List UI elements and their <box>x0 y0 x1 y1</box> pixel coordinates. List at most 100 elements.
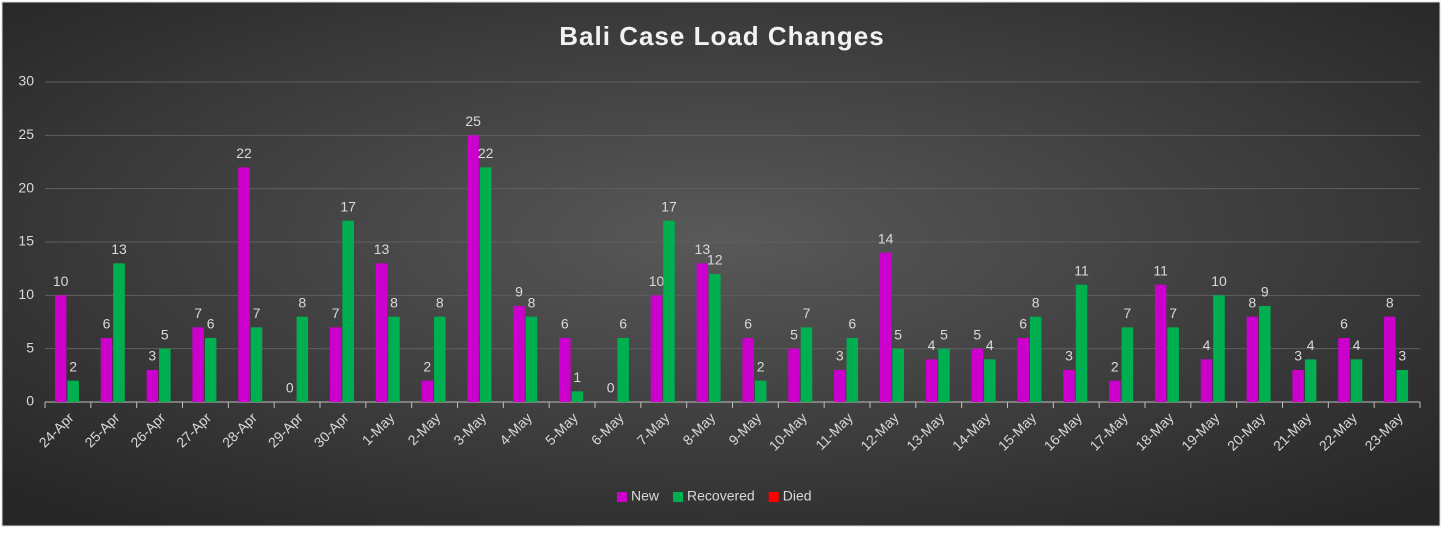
value-label: 10 <box>649 273 665 289</box>
value-label: 17 <box>340 198 356 214</box>
value-label: 3 <box>1398 348 1406 364</box>
bar <box>146 370 159 402</box>
bar <box>329 327 342 402</box>
y-tick-label: 10 <box>18 286 34 302</box>
value-label: 3 <box>1294 348 1302 364</box>
value-label: 8 <box>528 294 536 310</box>
bar <box>925 359 938 402</box>
bar <box>696 263 709 402</box>
bar <box>650 295 663 402</box>
value-label: 3 <box>836 348 844 364</box>
bar <box>559 338 571 402</box>
bar <box>479 167 492 402</box>
bar <box>1292 370 1304 402</box>
bar <box>434 316 446 402</box>
legend-swatch <box>617 492 627 502</box>
bar <box>754 380 767 402</box>
value-label: 4 <box>1353 337 1361 353</box>
bar <box>1213 295 1225 402</box>
value-label: 2 <box>1111 358 1119 374</box>
bar <box>204 338 217 402</box>
value-label: 13 <box>695 241 711 257</box>
value-label: 4 <box>928 337 936 353</box>
y-tick-label: 15 <box>18 233 34 249</box>
bar <box>938 348 950 402</box>
bar <box>1017 338 1029 402</box>
y-tick-label: 30 <box>18 73 34 89</box>
bar <box>1029 316 1042 402</box>
bar <box>984 359 996 402</box>
value-label: 10 <box>1211 273 1227 289</box>
value-label: 10 <box>53 273 69 289</box>
value-label: 6 <box>561 316 569 332</box>
value-label: 8 <box>1032 294 1040 310</box>
value-label: 22 <box>236 145 252 161</box>
value-label: 13 <box>111 241 127 257</box>
bar <box>1200 359 1213 402</box>
bar <box>663 220 675 402</box>
bar <box>525 316 538 402</box>
value-label: 22 <box>478 145 494 161</box>
bar <box>67 380 79 402</box>
value-label: 6 <box>619 316 627 332</box>
value-label: 8 <box>1248 294 1256 310</box>
bar <box>709 274 721 402</box>
value-label: 9 <box>1261 284 1269 300</box>
value-label: 3 <box>148 348 156 364</box>
value-label: 17 <box>661 198 677 214</box>
value-label: 5 <box>940 326 948 342</box>
legend-label: New <box>631 488 660 504</box>
bar <box>192 327 204 402</box>
value-label: 8 <box>436 294 444 310</box>
value-label: 8 <box>1386 294 1394 310</box>
value-label: 4 <box>1203 337 1211 353</box>
value-label: 0 <box>607 380 615 396</box>
bar <box>113 263 125 402</box>
value-label: 2 <box>69 358 77 374</box>
bar <box>879 252 892 402</box>
y-tick-label: 25 <box>18 126 34 142</box>
value-label: 8 <box>298 294 306 310</box>
bar <box>467 135 479 403</box>
value-label: 9 <box>515 284 523 300</box>
value-label: 6 <box>1019 316 1027 332</box>
bar <box>296 316 309 402</box>
value-label: 0 <box>286 380 294 396</box>
bar <box>1259 306 1271 402</box>
value-label: 11 <box>1074 262 1089 278</box>
bar <box>513 306 525 402</box>
bar <box>1384 316 1396 402</box>
legend-label: Recovered <box>687 488 755 504</box>
value-label: 7 <box>1123 305 1131 321</box>
bar <box>100 338 113 402</box>
value-label: 25 <box>465 113 481 129</box>
value-label: 1 <box>573 369 581 385</box>
bar <box>238 167 250 402</box>
bar <box>159 348 171 402</box>
bar <box>1109 380 1121 402</box>
bar <box>388 316 400 402</box>
value-label: 2 <box>757 358 765 374</box>
value-label: 7 <box>194 305 202 321</box>
chart-title: Bali Case Load Changes <box>559 21 884 51</box>
bar <box>846 338 859 402</box>
value-label: 7 <box>803 305 811 321</box>
bar <box>571 391 584 402</box>
bar <box>800 327 813 402</box>
value-label: 5 <box>790 326 798 342</box>
legend-swatch <box>673 492 684 502</box>
value-label: 7 <box>1169 305 1177 321</box>
value-label: 11 <box>1153 262 1168 278</box>
bar <box>1167 327 1179 402</box>
bar <box>250 327 263 402</box>
bar <box>342 220 354 402</box>
y-tick-label: 20 <box>18 179 34 195</box>
bar <box>742 338 754 402</box>
bar <box>617 338 629 402</box>
bar <box>375 263 388 402</box>
value-label: 6 <box>1340 316 1348 332</box>
bar <box>788 348 800 402</box>
value-label: 5 <box>161 326 169 342</box>
value-label: 4 <box>986 337 994 353</box>
